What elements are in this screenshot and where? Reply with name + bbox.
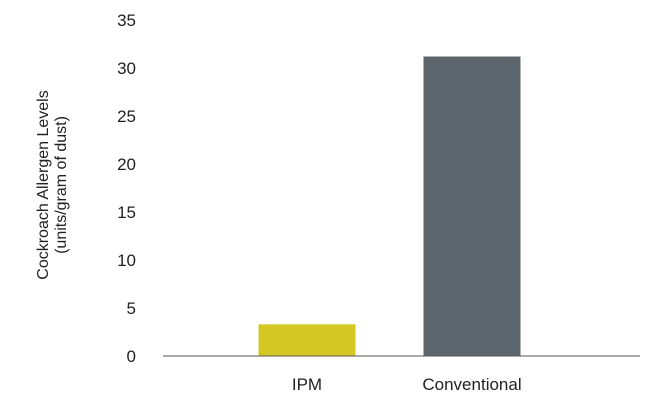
y-tick-label: 5	[127, 299, 136, 318]
bars	[258, 56, 521, 356]
y-tick-label: 25	[117, 107, 136, 126]
y-tick-label: 0	[127, 347, 136, 366]
y-tick-label: 30	[117, 59, 136, 78]
x-category-label: IPM	[292, 375, 322, 394]
bar-ipm	[258, 324, 356, 356]
y-tick-label: 15	[117, 203, 136, 222]
x-axis-labels: IPM Conventional	[292, 375, 522, 394]
y-tick-label: 10	[117, 251, 136, 270]
bar-conventional	[423, 56, 521, 356]
y-axis-title: Cockroach Allergen Levels (units/gram of…	[35, 90, 70, 279]
y-tick-label: 35	[117, 11, 136, 30]
x-category-label: Conventional	[422, 375, 521, 394]
y-axis-title-line2: (units/gram of dust)	[53, 116, 70, 254]
y-axis-ticks: 0 5 10 15 20 25 30 35	[117, 11, 136, 366]
y-axis-title-line1: Cockroach Allergen Levels	[35, 90, 52, 279]
y-tick-label: 20	[117, 155, 136, 174]
